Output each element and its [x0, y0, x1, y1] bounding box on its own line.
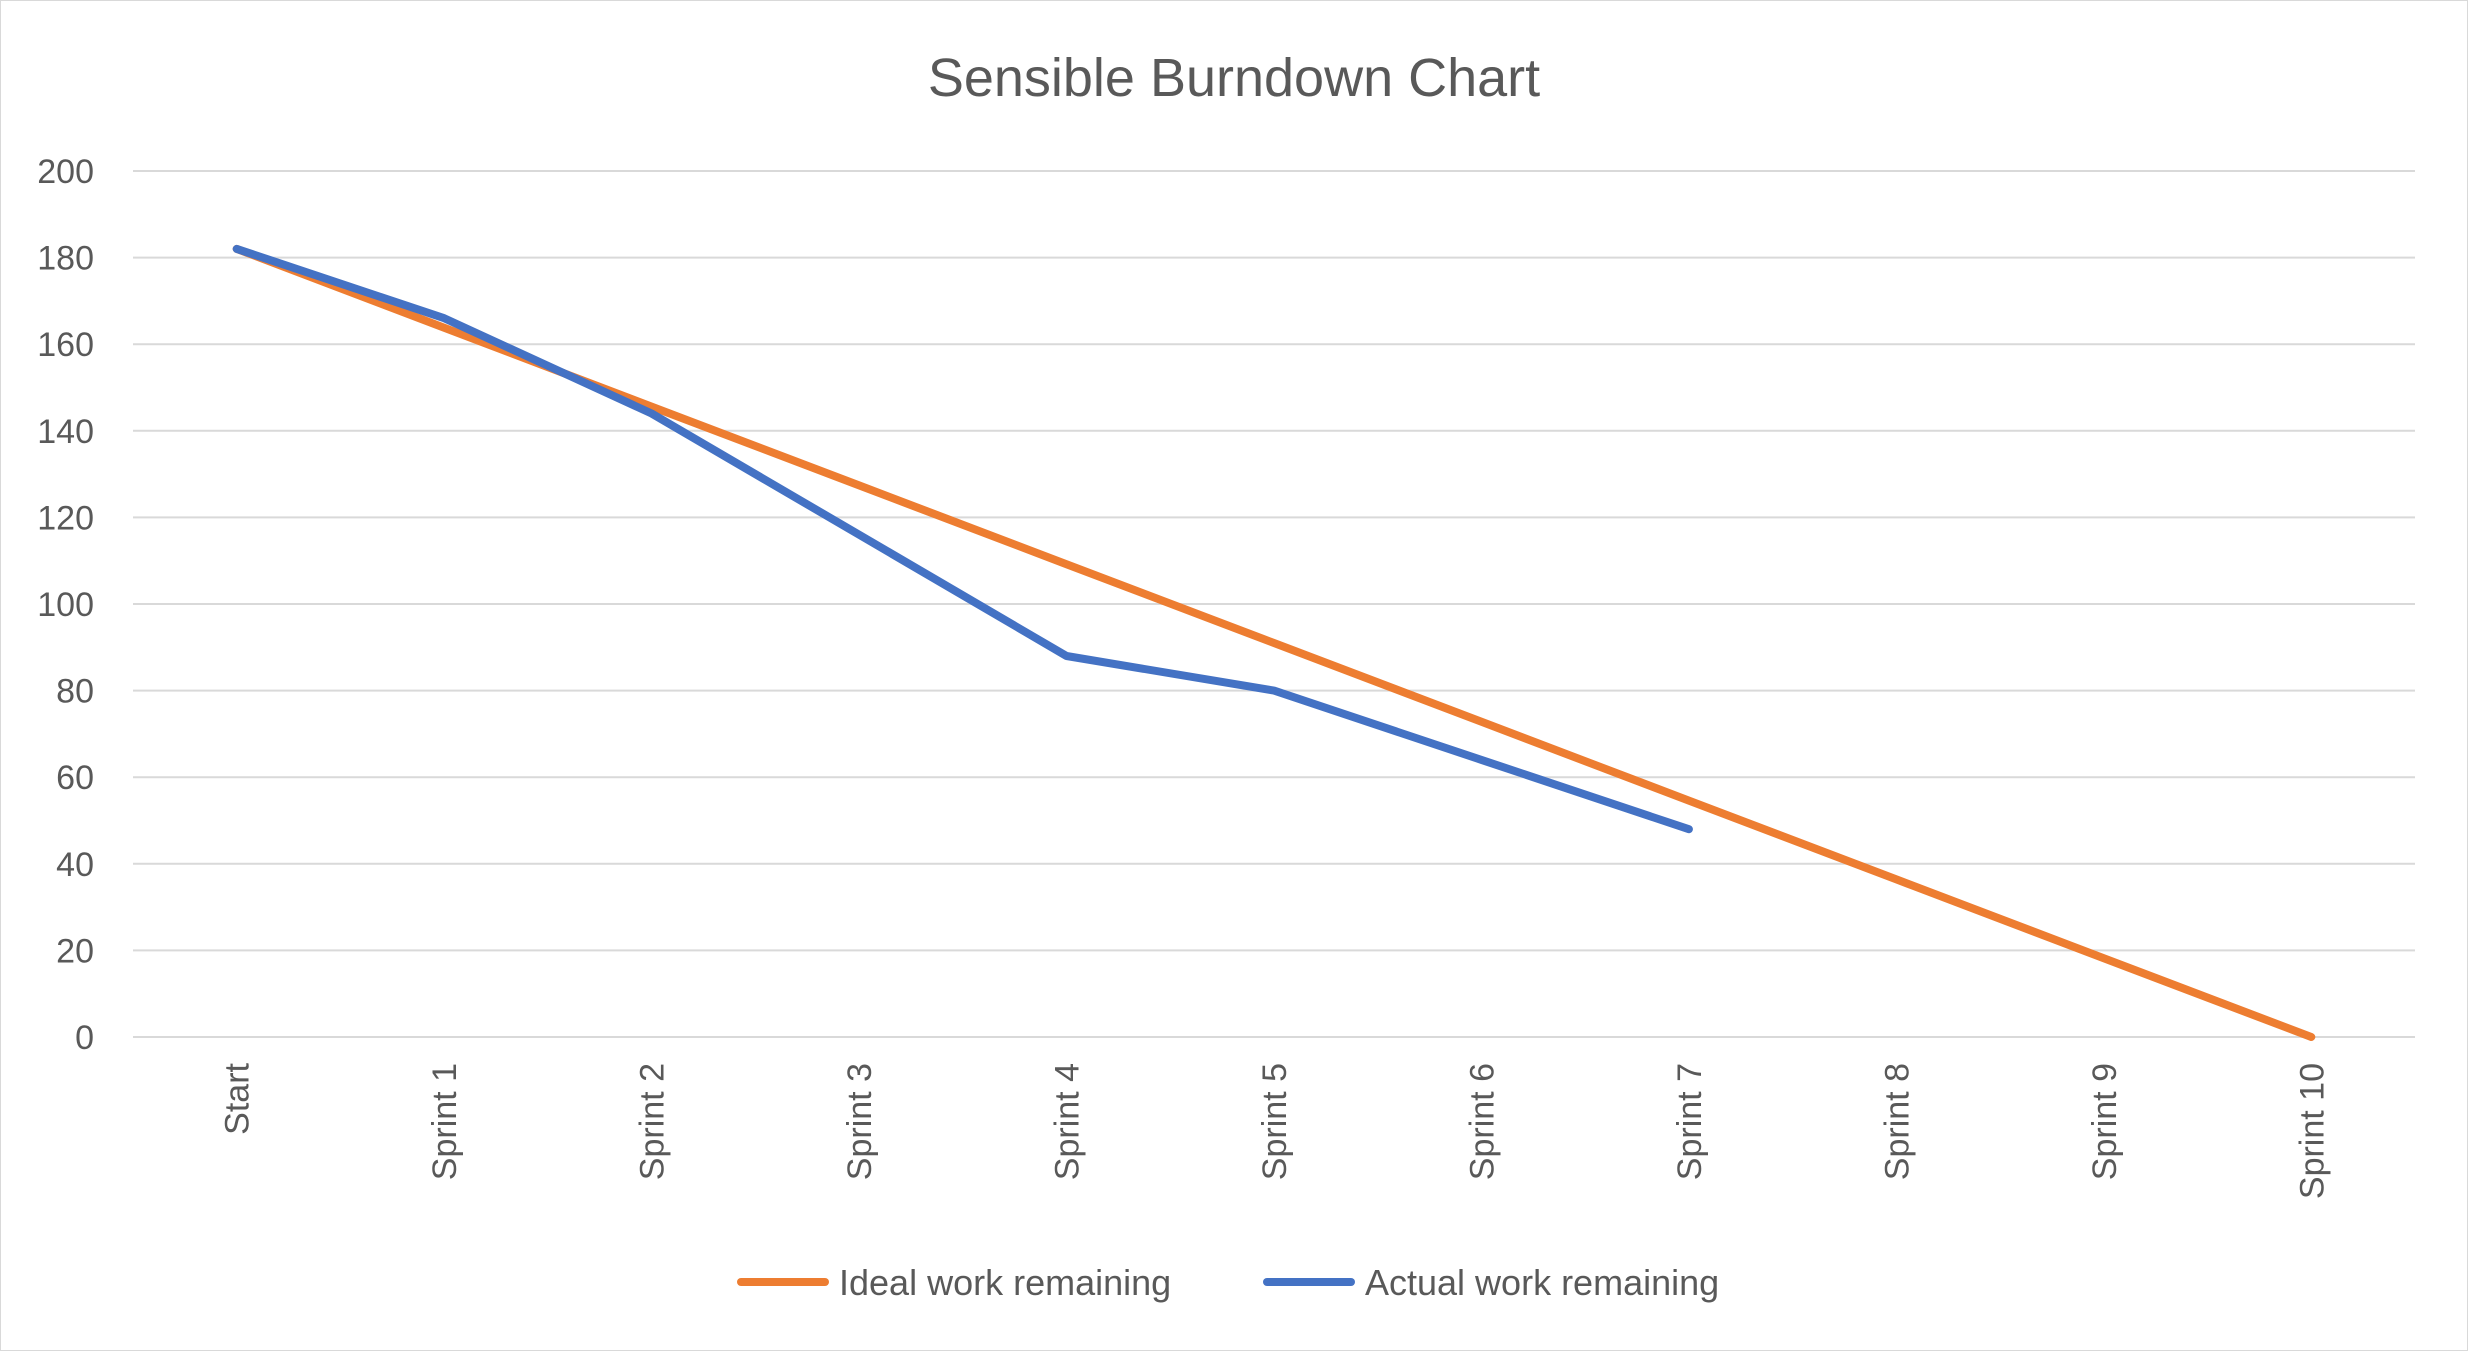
y-tick-label: 100	[37, 586, 94, 624]
x-tick-label: Start	[219, 1062, 257, 1134]
gridlines	[133, 170, 2415, 1038]
y-tick-label: 180	[37, 240, 94, 278]
x-tick-label: Sprint 3	[841, 1063, 879, 1180]
x-tick-label: Sprint 6	[1463, 1063, 1501, 1180]
series-line-actual	[232, 244, 1693, 834]
y-axis-tick-labels: 0 20 40 60 80 100 120 140 160 180 200	[37, 153, 94, 1057]
y-tick-label: 80	[56, 673, 94, 711]
y-tick-label: 0	[75, 1019, 94, 1057]
x-axis-tick-labels: Start Sprint 1 Sprint 2 Sprint 3 Sprint 4 Spr…	[219, 1062, 2332, 1199]
legend-label: Ideal work remaining	[839, 1262, 1171, 1303]
y-tick-label: 120	[37, 499, 94, 537]
x-tick-label: Sprint 2	[634, 1063, 672, 1180]
y-tick-label: 20	[56, 932, 94, 970]
chart-title: Sensible Burndown Chart	[928, 48, 1540, 108]
x-tick-label: Sprint 4	[1049, 1063, 1087, 1180]
x-tick-label: Sprint 10	[2293, 1063, 2331, 1199]
series-lines	[232, 244, 2316, 1041]
y-tick-label: 40	[56, 846, 94, 884]
y-tick-label: 160	[37, 326, 94, 364]
x-tick-label: Sprint 8	[1878, 1063, 1916, 1180]
y-tick-label: 60	[56, 759, 94, 797]
legend-label: Actual work remaining	[1365, 1262, 1719, 1303]
x-tick-label: Sprint 7	[1671, 1063, 1709, 1180]
x-tick-label: Sprint 9	[2086, 1063, 2124, 1180]
y-tick-label: 140	[37, 413, 94, 451]
x-tick-label: Sprint 5	[1256, 1063, 1294, 1180]
legend: Ideal work remaining Actual work remainin…	[737, 1262, 1719, 1303]
x-tick-label: Sprint 1	[426, 1063, 464, 1180]
y-tick-label: 200	[37, 153, 94, 191]
